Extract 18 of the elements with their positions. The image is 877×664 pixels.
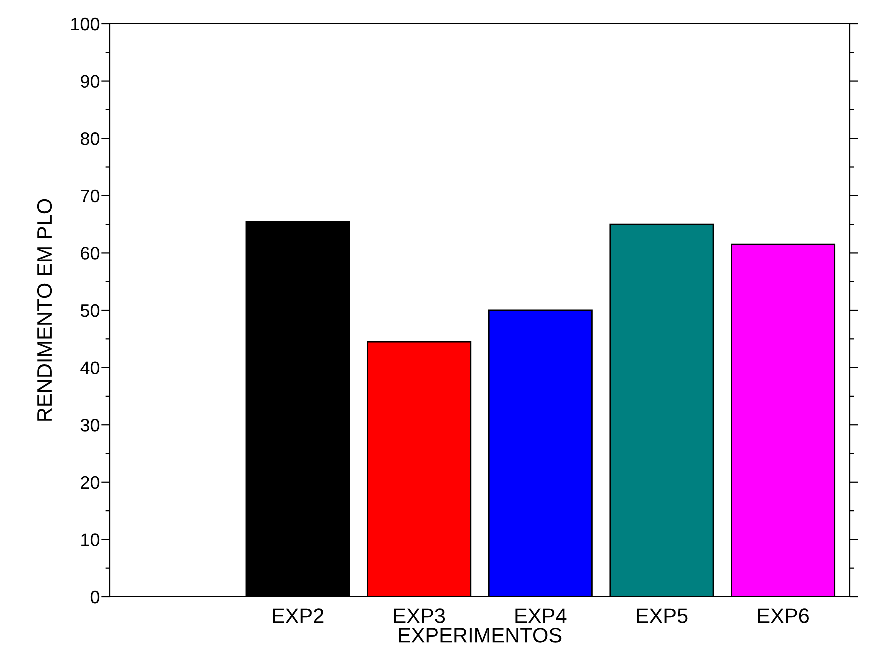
x-axis-title: EXPERIMENTOS — [399, 628, 562, 643]
y-tick-label: 90 — [81, 75, 100, 88]
x-tick-label: EXP6 — [758, 608, 809, 624]
y-tick-label: 60 — [81, 247, 100, 260]
x-tick-label: EXP3 — [394, 608, 446, 624]
y-axis-title: RENDIMENTO EM PLO — [37, 199, 52, 421]
y-tick-label: 40 — [80, 362, 100, 375]
y-tick-label: 0 — [90, 590, 100, 604]
y-tick-label: 50 — [80, 304, 100, 318]
y-tick-label: 100 — [72, 18, 100, 31]
y-tick-label: 30 — [80, 419, 100, 432]
x-tick-label: EXP2 — [273, 608, 324, 624]
y-tick-label: 70 — [81, 190, 100, 203]
y-tick-label: 80 — [80, 132, 100, 146]
y-tick-label: 20 — [81, 476, 100, 490]
x-tick-label: EXP5 — [637, 608, 688, 624]
y-tick-label: 10 — [82, 534, 100, 546]
x-tick-label: EXP4 — [516, 608, 567, 624]
